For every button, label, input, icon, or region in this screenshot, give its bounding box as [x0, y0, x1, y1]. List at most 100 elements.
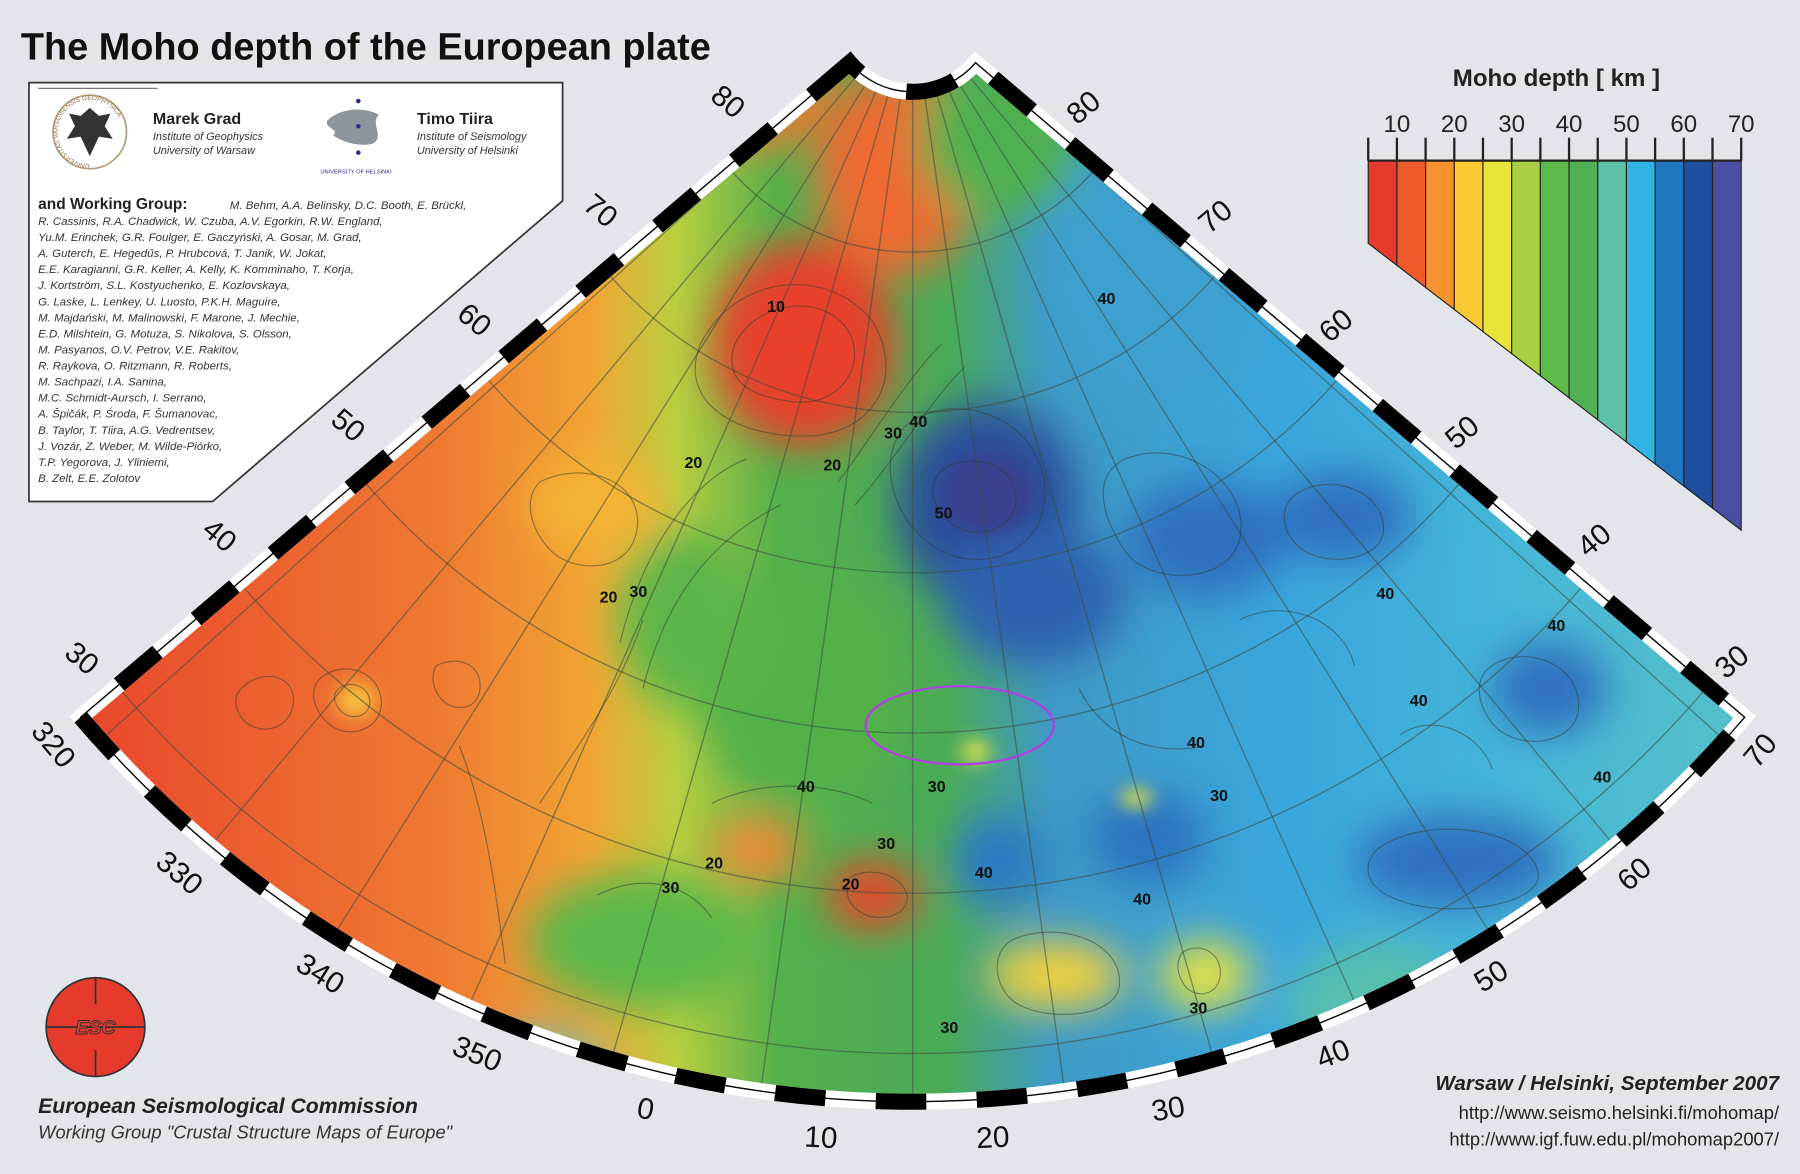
meridian-line [333, 78, 870, 937]
contour-label: 40 [1187, 734, 1205, 752]
contour-label: 20 [842, 875, 860, 893]
contour-label: 40 [1133, 890, 1151, 908]
legend: Moho depth [ km ] 10 20 30 40 50 60 70 [1367, 65, 1755, 532]
warsaw-university-seal: UNIVERSITAS VARSOVIENSIS GEOPHYSICA [52, 94, 128, 170]
esc-logo-text: ESC [75, 1017, 116, 1039]
working-group-list: M. Behm, A.A. Belinsky, D.C. Booth, E. B… [37, 200, 466, 485]
url-warsaw[interactable]: http://www.igf.fuw.edu.pl/mohomap2007/ [1449, 1128, 1780, 1149]
contour-label: 20 [600, 588, 618, 606]
legend-color-bin [1683, 160, 1714, 510]
meridian-line [610, 88, 891, 1060]
legend-tick-label: 60 [1670, 111, 1697, 138]
author-affiliation: Institute of Seismology [417, 131, 527, 143]
legend-ticks: 10 20 30 40 50 60 70 [1367, 111, 1755, 161]
legend-color-bin [1482, 160, 1513, 355]
working-group-member-line: G. Laske, L. Lenkey, U. Luosto, P.K.H. M… [38, 296, 280, 308]
legend-color-bin [1711, 160, 1742, 532]
working-group-member-line: Yu.M. Erinchek, G.R. Foulger, E. Gaczyńs… [38, 232, 362, 244]
contour-label: 40 [1593, 769, 1611, 787]
meridian-line [923, 90, 1066, 1092]
contour-label: 30 [1210, 787, 1228, 805]
working-group-member-line: R. Raykova, O. Ritzmann, R. Roberts, [38, 361, 232, 373]
contour-label: 40 [1410, 692, 1428, 710]
contour-labels: 10 20 20 30 40 50 20 30 40 40 40 40 40 40 30 40 30 20 30 30… [600, 290, 1612, 1037]
legend-color-bin [1539, 160, 1570, 399]
contour-label: 20 [685, 454, 703, 472]
contour-label: 40 [1548, 617, 1566, 635]
map-title: The Moho depth of the European plate [21, 27, 711, 69]
meridian-line [759, 90, 902, 1092]
place-date: Warsaw / Helsinki, September 2007 [1435, 1072, 1780, 1095]
contour-label: 30 [1189, 999, 1207, 1017]
parallel-line [727, 166, 1099, 253]
meridian-line [965, 72, 1616, 847]
meridian-line [209, 72, 861, 847]
contour-label: 50 [935, 505, 953, 523]
working-group-member-line: A. Guterch, E. Hegedűs, P. Hrubcová, T. … [37, 248, 326, 260]
map-frame-outline [79, 61, 1746, 1103]
working-group-member-line: J. Kortström, S.L. Kostyuchenko, E. Kozl… [37, 280, 290, 292]
legend-color-bin [1511, 160, 1541, 377]
meridian-line [945, 84, 1358, 1008]
working-group-member-line: B. Zelt, E.E. Zolotov [38, 473, 141, 485]
contour-label: 40 [1377, 585, 1395, 603]
highlight-ellipse [864, 685, 1055, 766]
working-group-member-line: M. Behm, A.A. Belinsky, D.C. Booth, E. B… [230, 200, 466, 212]
contour-label: 40 [797, 778, 815, 796]
working-group-member-line: M. Majdański, M. Malinowski, F. Marone, … [38, 312, 300, 324]
working-group-member-line: T.P. Yegorova, J. Yliniemi, [38, 457, 170, 469]
author-name-tiira: Timo Tiira [417, 110, 494, 128]
working-group-member-line: M.C. Schmidt-Aursch, I. Serrano, [38, 393, 206, 405]
working-group-member-line: E.E. Karagianni, G.R. Keller, A. Kelly, … [38, 264, 354, 276]
legend-tick-label: 70 [1728, 111, 1755, 138]
contour-label: 10 [767, 298, 785, 316]
working-group-member-line: R. Cassinis, R.A. Chadwick, W. Czuba, A.… [38, 216, 383, 228]
working-group-member-line: M. Pasyanos, O.V. Petrov, V.E. Rakitov, [38, 344, 239, 356]
meridian-line [934, 88, 1215, 1060]
working-group-member-line: J. Vozár, Z. Weber, M. Wilde-Piórko, [37, 441, 222, 453]
contour-label: 20 [705, 855, 723, 873]
legend-tick-label: 30 [1498, 111, 1525, 138]
longitude-label: 20 [975, 1121, 1010, 1156]
legend-tick-label: 50 [1613, 111, 1640, 138]
contour-label: 30 [662, 879, 680, 897]
meridian-line [467, 84, 880, 1008]
esc-logo: ESC [45, 976, 146, 1078]
contour-label: 40 [975, 864, 993, 882]
meridian-line [955, 78, 1493, 937]
author-affiliation: University of Helsinki [417, 145, 519, 157]
working-group-member-line: B. Taylor, T. Tiira, A.G. Vedrentsev, [38, 425, 215, 437]
contour-label: 30 [629, 583, 647, 601]
legend-color-bin [1453, 160, 1484, 333]
longitude-label: 30 [1149, 1090, 1187, 1128]
contour-label: 30 [884, 424, 902, 442]
longitude-label: 10 [803, 1121, 838, 1156]
helsinki-logo-text: UNIVERSITY OF HELSINKI [320, 169, 392, 175]
parallel-line [116, 685, 1709, 1055]
working-group-name: Working Group "Crustal Structure Maps of… [38, 1121, 454, 1142]
contour-label: 20 [823, 457, 841, 475]
legend-tick-label: 20 [1441, 111, 1468, 138]
legend-color-bin [1396, 160, 1427, 289]
legend-tick-label: 40 [1556, 111, 1583, 138]
legend-colorbar [1367, 159, 1742, 532]
helsinki-university-logo: UNIVERSITY OF HELSINKI [320, 98, 392, 175]
author-affiliation: Institute of Geophysics [153, 131, 264, 143]
longitude-label: 0 [634, 1092, 656, 1127]
contour-label: 30 [877, 835, 895, 853]
contour-lines [235, 284, 1580, 1015]
legend-color-bin [1654, 160, 1685, 488]
working-group-member-line: A. Špičák, P. Środa, F. Šumanovac, [37, 408, 218, 421]
author-affiliation: University of Warsaw [153, 145, 256, 157]
parallel-line [605, 270, 1221, 414]
legend-title: Moho depth [ km ] [1453, 65, 1660, 92]
working-group-member-line: E.D. Milshtein, G. Motuza, S. Nikolova, … [38, 328, 292, 340]
legend-color-bin [1568, 160, 1599, 422]
working-group-member-line: M. Sachpazi, I.A. Sanina, [38, 377, 167, 389]
contour-label: 30 [928, 778, 946, 796]
url-helsinki[interactable]: http://www.seismo.helsinki.fi/mohomap/ [1459, 1102, 1780, 1123]
org-name: European Seismological Commission [38, 1095, 418, 1118]
legend-tick-label: 10 [1384, 111, 1411, 138]
